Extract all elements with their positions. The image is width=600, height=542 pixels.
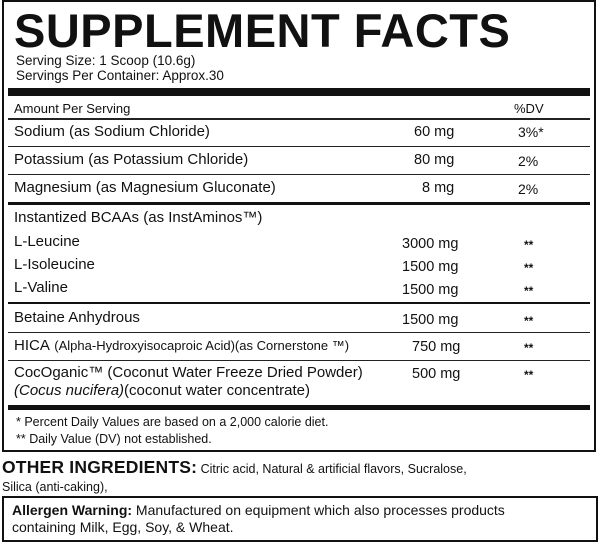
cocoganic-description: (coconut water concentrate) [124, 382, 310, 399]
amount-per-serving-label: Amount Per Serving [14, 101, 131, 116]
servings-per-container: Servings Per Container: Approx.30 [16, 68, 224, 83]
divider [8, 332, 590, 333]
betaine-dv: ** [524, 314, 534, 328]
dv-column-label: %DV [514, 101, 544, 116]
isoleucine-name: L-Isoleucine [14, 256, 95, 273]
divider [8, 360, 590, 361]
isoleucine-dv: ** [524, 261, 534, 275]
cocoganic-botanical-name: (Cocus nucifera) [14, 382, 125, 399]
other-ingredients-text: Citric acid, Natural & artificial flavor… [197, 462, 467, 476]
leucine-dv: ** [524, 238, 534, 252]
serving-size: Serving Size: 1 Scoop (10.6g) [16, 53, 196, 68]
footnote-dv-not-established: ** Daily Value (DV) not established. [16, 432, 212, 446]
divider [8, 174, 590, 175]
thick-divider [8, 88, 590, 96]
cocoganic-dv: ** [524, 368, 534, 382]
cocoganic-name-line2: (Cocus nucifera)(coconut water concentra… [14, 382, 310, 399]
allergen-warning-box: Allergen Warning: Manufactured on equipm… [2, 496, 598, 542]
hica-name-prefix: HICA [14, 337, 50, 354]
allergen-warning-text-2: containing Milk, Egg, Soy, & Wheat. [12, 519, 234, 535]
allergen-warning-label: Allergen Warning: [12, 502, 133, 518]
cocoganic-name-line1: CocOganic™ (Coconut Water Freeze Dried P… [14, 364, 363, 381]
divider [8, 302, 590, 304]
divider [8, 146, 590, 147]
betaine-amount: 1500 mg [402, 312, 459, 328]
potassium-dv: 2% [518, 153, 539, 169]
bcaa-header: Instantized BCAAs (as InstAminos™) [14, 209, 263, 226]
other-ingredients: OTHER INGREDIENTS: Citric acid, Natural … [2, 458, 598, 496]
other-ingredients-text-2: Silica (anti-caking), [2, 480, 108, 494]
other-ingredients-label: OTHER INGREDIENTS: [2, 457, 198, 477]
hica-dv: ** [524, 341, 534, 355]
hica-amount: 750 mg [412, 339, 461, 355]
valine-name: L-Valine [14, 279, 68, 296]
thick-divider [8, 405, 590, 410]
footnote-percent-dv: * Percent Daily Values are based on a 2,… [16, 415, 329, 429]
leucine-name: L-Leucine [14, 233, 80, 250]
divider [8, 118, 590, 120]
hica-name: HICA (Alpha-Hydroxyisocaproic Acid)(as C… [14, 337, 349, 355]
isoleucine-amount: 1500 mg [402, 259, 459, 275]
betaine-name: Betaine Anhydrous [14, 309, 140, 326]
magnesium-dv: 2% [518, 181, 539, 197]
magnesium-name: Magnesium (as Magnesium Gluconate) [14, 179, 276, 196]
sodium-amount: 60 mg [414, 124, 455, 140]
sodium-name: Sodium (as Sodium Chloride) [14, 123, 210, 140]
cocoganic-amount: 500 mg [412, 366, 461, 382]
medium-divider [8, 202, 590, 205]
valine-amount: 1500 mg [402, 282, 459, 298]
magnesium-amount: 8 mg [422, 180, 455, 196]
leucine-amount: 3000 mg [402, 236, 459, 252]
potassium-amount: 80 mg [414, 152, 455, 168]
sodium-dv: 3%* [518, 124, 544, 140]
potassium-name: Potassium (as Potassium Chloride) [14, 151, 249, 168]
supplement-facts-panel: SUPPLEMENT FACTS Serving Size: 1 Scoop (… [2, 0, 596, 452]
allergen-warning-text: Manufactured on equipment which also pro… [132, 502, 505, 518]
hica-name-detail: (Alpha-Hydroxyisocaproic Acid)(as Corner… [54, 338, 350, 353]
valine-dv: ** [524, 284, 534, 298]
page-title: SUPPLEMENT FACTS [14, 4, 511, 57]
